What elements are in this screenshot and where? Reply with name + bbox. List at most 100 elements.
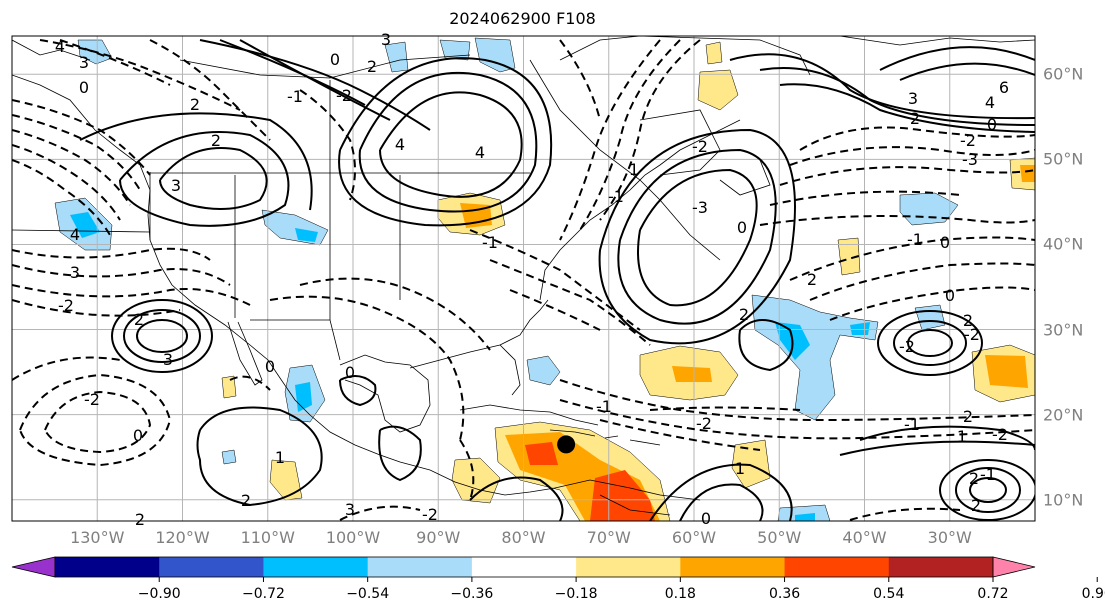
colorbar-extend-low (11, 556, 56, 578)
longitude-label: 110°W (240, 528, 295, 547)
contour-label: 1 (957, 427, 967, 446)
contour-label: 2 (969, 469, 979, 488)
contour-label: 3 (79, 53, 89, 72)
longitude-label: 120°W (155, 528, 210, 547)
contour-label: 4 (985, 93, 995, 112)
contour-label: 3 (381, 30, 391, 49)
contour-label: 0 (701, 509, 711, 528)
latitude-label: 10°N (1043, 490, 1084, 510)
contour-label: 2 (367, 57, 377, 76)
contour-label: 4 (70, 225, 80, 244)
colorbar (11, 556, 1098, 582)
longitude-label: 100°W (325, 528, 381, 547)
contour-label: 4 (55, 37, 65, 56)
contour-label: -1 (980, 465, 996, 484)
contour-label: -1 (482, 233, 498, 252)
contour-label: -2 (960, 131, 976, 150)
longitude-label: 30°W (927, 528, 972, 547)
contour-label: -2 (899, 337, 915, 356)
longitude-label: 90°W (416, 528, 461, 547)
colorbar-segment (888, 557, 994, 577)
location-marker (557, 435, 576, 454)
contour-label: 1 (735, 459, 745, 478)
contour-label: -2 (422, 505, 438, 524)
contour-label: 2 (971, 496, 981, 515)
contour-label: 3 (163, 350, 173, 369)
colorbar-tick-label: 0.72 (977, 586, 1009, 602)
colorbar-segment (576, 557, 681, 577)
colorbar-segment (367, 557, 473, 577)
contour-label: 4 (395, 135, 405, 154)
contour-label: 1 (629, 160, 639, 179)
colorbar-tick-label: −0.36 (450, 586, 494, 602)
contour-label: 6 (999, 78, 1009, 97)
colorbar-segment (784, 557, 890, 577)
contours-positive (79, 39, 1035, 521)
contour-label: -2 (696, 414, 712, 433)
contour-label: 4 (475, 143, 485, 162)
colorbar-extend-high (992, 556, 1036, 578)
colorbar-segment (159, 557, 264, 577)
colorbar-tick-label: 0.18 (664, 586, 696, 602)
colorbar-tick-label: −0.18 (554, 586, 598, 602)
contour-label: 2 (241, 491, 251, 510)
map-frame (11, 35, 1036, 522)
contour-label: -3 (692, 198, 708, 217)
colorbar-segment (263, 557, 369, 577)
colorbar-tick-label: 0.90 (1081, 586, 1105, 602)
longitude-label: 70°W (586, 528, 631, 547)
contour-label: -2 (992, 425, 1008, 444)
contour-label: 2 (963, 407, 973, 426)
colorbar-tick-label: −0.72 (241, 586, 285, 602)
contours-negative (12, 39, 1035, 521)
colorbar-segment (680, 557, 786, 577)
contour-label: 0 (133, 426, 143, 445)
contour-label: -1 (904, 415, 920, 434)
contour-label: -1 (608, 187, 624, 206)
contour-label: -2 (964, 325, 980, 344)
contour-label: 2 (211, 131, 221, 150)
contour-label: -2 (336, 86, 352, 105)
contour-label: 0 (987, 115, 997, 134)
contour-label: 0 (945, 286, 955, 305)
latitude-label: 60°N (1043, 64, 1084, 84)
latitude-label: 40°N (1043, 234, 1084, 254)
contour-label: 0 (940, 233, 950, 252)
contour-label: -2 (84, 390, 100, 409)
contour-label: -3 (962, 150, 978, 169)
contour-label: 3 (70, 263, 80, 282)
contour-label: -1 (907, 230, 923, 249)
contour-label: 0 (330, 50, 340, 69)
contour-label: 2 (739, 305, 749, 324)
contour-label: 3 (345, 500, 355, 519)
contour-label: 2 (135, 510, 145, 529)
colorbar-tick-label: 0.54 (873, 586, 905, 602)
contour-label: -1 (596, 397, 612, 416)
contour-label: 2 (134, 310, 144, 329)
contour-label: 2 (807, 270, 817, 289)
contour-label: 3 (908, 89, 918, 108)
shaded-field (54, 37, 1035, 521)
map-title: 2024062900 F108 (449, 9, 596, 28)
contour-label: -2 (692, 137, 708, 156)
latitude-label: 50°N (1043, 149, 1084, 169)
contour-label: 1 (275, 448, 285, 467)
longitude-label: 60°W (671, 528, 717, 547)
contour-label: 3 (171, 176, 181, 195)
colorbar-tick-label: 0.36 (768, 586, 801, 602)
latitude-label: 20°N (1043, 405, 1084, 425)
graticule (12, 36, 1035, 521)
colorbar-tick-label: −0.90 (137, 586, 181, 602)
contour-label: 2 (910, 109, 920, 128)
latitude-label: 30°N (1043, 320, 1084, 340)
contour-label: -1 (287, 87, 303, 106)
contour-label: -2 (58, 296, 74, 315)
colorbar-tick-label: −0.54 (346, 586, 390, 602)
contour-label: 2 (190, 95, 200, 114)
longitude-label: 50°W (757, 528, 802, 547)
colorbar-segment (55, 557, 160, 577)
colorbar-segment (471, 557, 577, 577)
contour-label: 2 (963, 311, 973, 330)
